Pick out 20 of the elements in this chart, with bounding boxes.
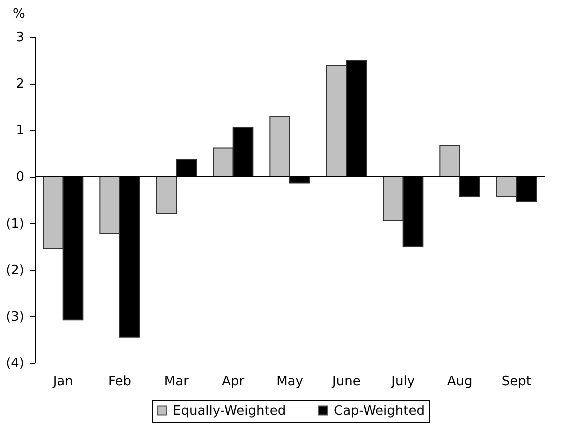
x-tick-label: Apr: [222, 374, 246, 390]
y-axis-title: %: [13, 7, 26, 22]
x-tick-label: June: [332, 374, 361, 390]
x-tick-label: Mar: [164, 374, 190, 390]
y-tick-label: (1): [6, 216, 24, 232]
y-tick-label: 3: [16, 30, 24, 46]
legend-label: Equally-Weighted: [173, 404, 286, 419]
y-tick-label: (2): [6, 263, 24, 278]
legend-label: Cap-Weighted: [334, 404, 425, 419]
x-tick-label: Jan: [52, 374, 74, 390]
y-tick-label: 2: [16, 77, 24, 92]
x-tick-label: July: [390, 374, 416, 390]
y-tick-label: (4): [6, 356, 24, 372]
x-tick-label: Sept: [502, 374, 532, 390]
y-tick-label: (3): [6, 310, 24, 325]
y-tick-label: 1: [16, 124, 24, 139]
x-tick-label: Aug: [447, 374, 473, 390]
y-tick-label: 0: [16, 170, 24, 186]
x-tick-label: May: [276, 374, 304, 390]
x-tick-label: Feb: [108, 374, 132, 390]
